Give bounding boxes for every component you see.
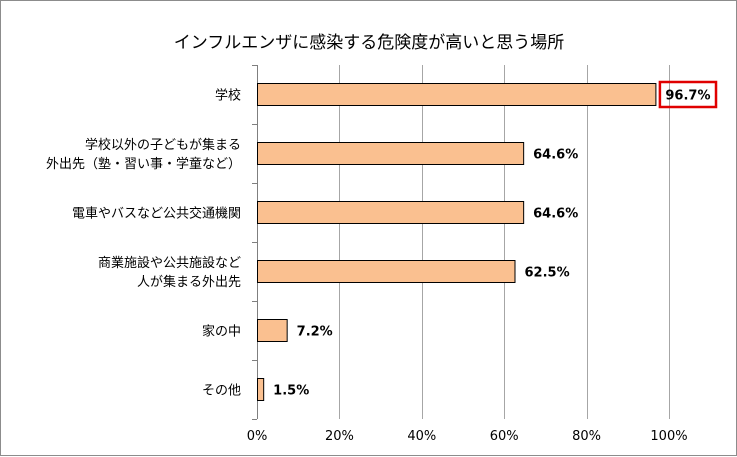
highlight-box [658, 80, 718, 109]
x-tick-label-20: 20% [325, 429, 354, 444]
x-tick-label-60: 60% [490, 429, 519, 444]
category-label-4: 家の中 [202, 324, 241, 340]
category-label-0: 学校 [215, 88, 241, 104]
x-tick-label-80: 80% [572, 429, 601, 444]
x-tick-label-40: 40% [407, 429, 436, 444]
category-label-1-line-0: 学校以外の子どもが集まる [85, 137, 241, 153]
data-label-0: 96.7% [665, 89, 710, 104]
category-label-5: その他 [202, 384, 241, 399]
data-label-3: 62.5% [525, 266, 570, 281]
bar-0 [257, 83, 657, 106]
category-label-3-line-0: 商業施設や公共施設など [98, 255, 241, 271]
data-label-5: 1.5% [273, 384, 309, 399]
bar-2 [257, 201, 525, 224]
x-tick-label-100: 100% [650, 429, 687, 444]
bar-4 [257, 319, 288, 342]
chart-title: インフルエンザに感染する危険度が高いと思う場所 [174, 33, 565, 53]
bar-1 [257, 142, 525, 165]
data-label-1: 64.6% [533, 148, 578, 163]
tick-label-layer: 0% 20% 40% 60% 80% 100% [247, 429, 688, 444]
category-label-2: 電車やバスなど公共交通機関 [72, 206, 241, 222]
data-label-4: 7.2% [297, 325, 333, 340]
bar-3 [257, 260, 516, 283]
grid-layer [252, 65, 670, 420]
bar-5 [257, 378, 265, 401]
x-tick-label-0: 0% [247, 429, 268, 444]
category-label-1-line-1: 外出先（塾・習い事・学童など） [46, 156, 241, 172]
data-label-layer: 96.7% 64.6% 64.6% 62.5% 7.2% 1.5% [273, 80, 718, 399]
category-label-3-line-1: 人が集まる外出先 [137, 274, 241, 290]
data-label-2: 64.6% [533, 207, 578, 222]
bar-layer [257, 83, 657, 401]
